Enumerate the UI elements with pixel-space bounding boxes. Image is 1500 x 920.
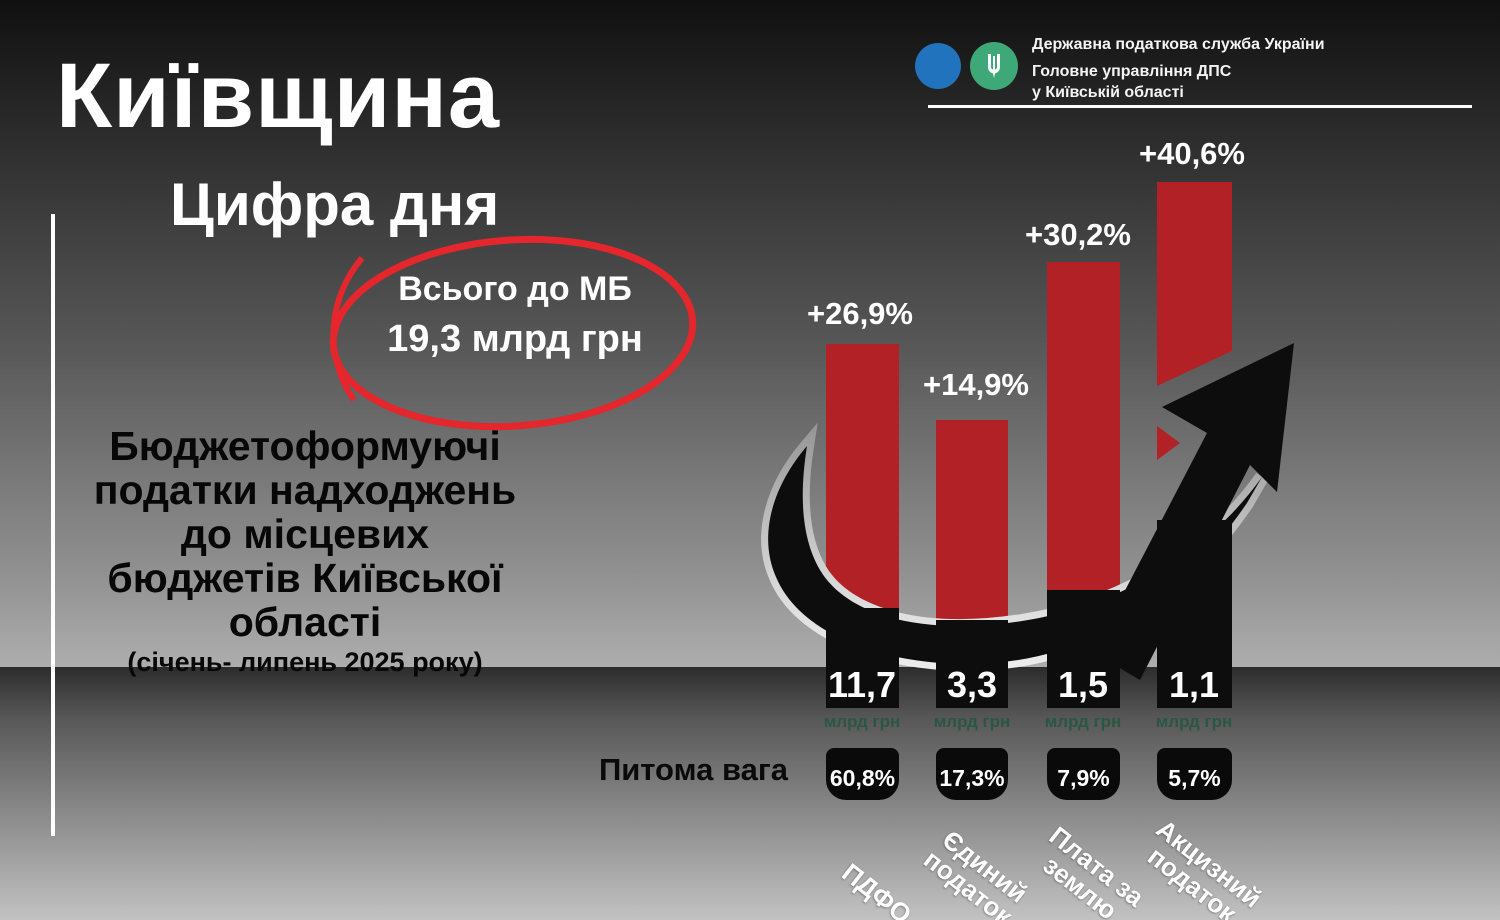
agency-line-1: Державна податкова служба України — [1032, 36, 1325, 53]
logo-blue-circle — [915, 43, 961, 89]
bar-pdfo — [826, 344, 899, 620]
description-line: податки надходжень — [93, 467, 517, 513]
ground-band — [0, 667, 1500, 920]
bar-zemlia — [1047, 262, 1120, 640]
share-value: 7,9% — [1057, 765, 1110, 791]
description-line: бюджетів Київської — [107, 555, 503, 601]
unit-aktsyz: млрд грн — [1155, 712, 1233, 731]
total-callout-value: 19,3 млрд грн — [387, 318, 643, 360]
bar-aktsyz — [1157, 182, 1232, 386]
share-badge-yedynyi: 17,3% — [936, 748, 1008, 800]
highlight-circle — [329, 235, 697, 431]
chart-description: Бюджетоформуючі податки надходжень до мі… — [50, 424, 560, 677]
pillar-yedynyi — [936, 620, 1008, 708]
agency-line-2: Головне управління ДПС — [1032, 63, 1232, 80]
left-accent-line — [51, 214, 55, 836]
description-line: області — [228, 599, 382, 645]
share-value: 5,7% — [1168, 765, 1221, 791]
value-zemlia: 1,5 — [1057, 664, 1109, 705]
page-title: Київщина — [56, 45, 501, 147]
unit-zemlia: млрд грн — [1044, 712, 1122, 731]
description-period: (січень- липень 2025 року) — [127, 647, 483, 677]
share-value: 60,8% — [829, 765, 896, 791]
total-callout-label: Всього до МБ — [398, 270, 632, 308]
pillar-pdfo — [826, 608, 899, 708]
arrow-head — [1093, 343, 1294, 680]
growth-label-zemlia: +30,2% — [1024, 217, 1131, 252]
bar-aktsyz-fragment — [1157, 426, 1180, 460]
unit-yedynyi: млрд грн — [933, 712, 1011, 731]
agency-line-3: у Київській області — [1032, 84, 1184, 101]
unit-pdfo: млрд грн — [823, 712, 901, 731]
value-aktsyz: 1,1 — [1168, 664, 1220, 705]
value-pdfo: 11,7 — [827, 664, 897, 705]
value-yedynyi: 3,3 — [946, 664, 998, 705]
growth-label-yedynyi: +14,9% — [922, 367, 1029, 402]
total-callout: Всього до МБ 19,3 млрд грн — [345, 270, 685, 361]
growth-label-aktsyz: +40,6% — [1138, 136, 1245, 171]
share-badge-aktsyz: 5,7% — [1157, 748, 1232, 800]
page-subtitle: Цифра дня — [170, 171, 500, 238]
share-row-label: Питома вага — [598, 752, 788, 787]
share-badge-zemlia: 7,9% — [1047, 748, 1120, 800]
description-line: до місцевих — [180, 511, 430, 557]
description-line: Бюджетоформуючі — [109, 423, 501, 469]
agency-block: Державна податкова служба України Головн… — [1032, 36, 1325, 103]
growth-label-pdfo: +26,9% — [806, 296, 913, 331]
share-badge-pdfo: 60,8% — [826, 748, 899, 800]
trident-icon — [988, 54, 1000, 78]
share-value: 17,3% — [939, 765, 1005, 791]
header-divider — [928, 105, 1472, 108]
bar-yedynyi — [936, 420, 1008, 640]
logo-green-circle — [970, 42, 1018, 90]
red-bars — [826, 182, 1232, 640]
